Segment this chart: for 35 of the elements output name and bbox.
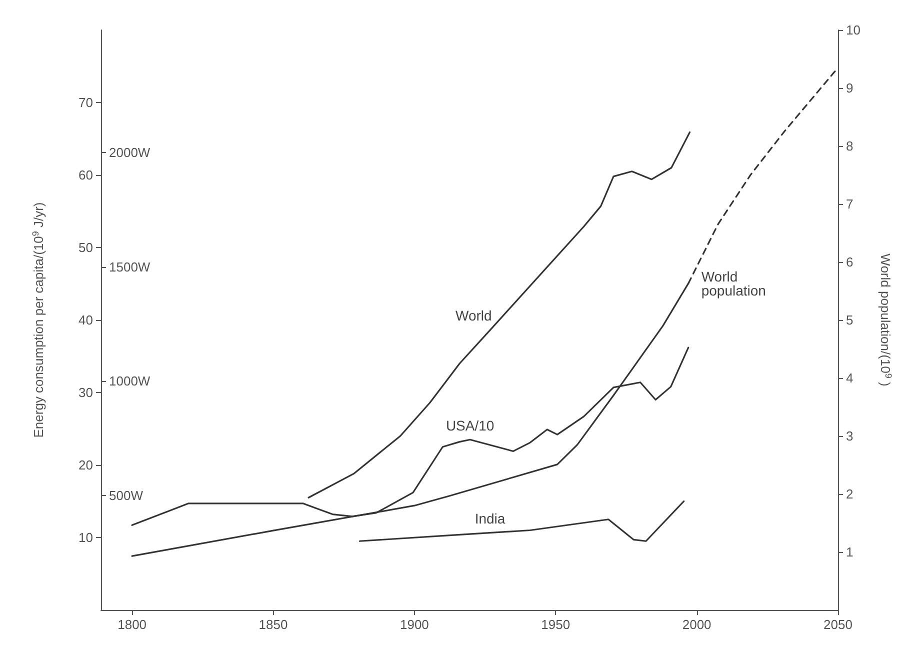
- y-tick-label: 50: [78, 240, 93, 255]
- y2-tick-label: 4: [846, 370, 854, 386]
- y2-tick-label: 2: [846, 486, 854, 502]
- y3-tick-label: 1500W: [109, 259, 151, 274]
- y2-tick-label: 8: [846, 138, 854, 154]
- y-tick-label: 30: [78, 385, 93, 400]
- y-tick-label: 10: [78, 530, 93, 545]
- line-series: [358, 500, 685, 542]
- y3-tick-label: 500W: [109, 488, 144, 504]
- x-tick-label: 2000: [682, 617, 712, 632]
- series-label: World: [456, 307, 492, 324]
- y-axis-title: Energy consumption per capita/(109 J/yr): [30, 202, 46, 438]
- y2-tick-label: 1: [846, 544, 854, 560]
- y2-axis-title: World population/(109 ): [878, 254, 894, 386]
- x-tick-label: 2050: [824, 617, 852, 632]
- y2-tick-label: 7: [846, 196, 854, 212]
- y2-tick-label: 5: [846, 312, 854, 328]
- x-tick-label: 1900: [400, 617, 429, 632]
- y2-tick-label: 3: [846, 428, 854, 444]
- x-tick-label: 1800: [118, 617, 147, 632]
- line-series: [308, 131, 691, 498]
- x-tick-label: 1850: [258, 617, 288, 632]
- series-label: India: [474, 510, 506, 526]
- series-label: USA/10: [446, 418, 494, 434]
- y-tick-label: 20: [78, 458, 93, 472]
- x-tick-label: 1950: [541, 617, 570, 632]
- y2-tick-label: 10: [846, 22, 860, 38]
- y2-tick-label: 6: [846, 254, 854, 270]
- y-tick-label: 40: [78, 312, 93, 328]
- y3-tick-label: 1000W: [109, 374, 151, 389]
- y3-tick-label: 2000W: [109, 144, 151, 160]
- series-label: World population: [701, 268, 766, 298]
- y-tick-label: 60: [78, 168, 93, 182]
- y2-tick-label: 9: [846, 80, 854, 96]
- y-tick-label: 70: [78, 95, 93, 110]
